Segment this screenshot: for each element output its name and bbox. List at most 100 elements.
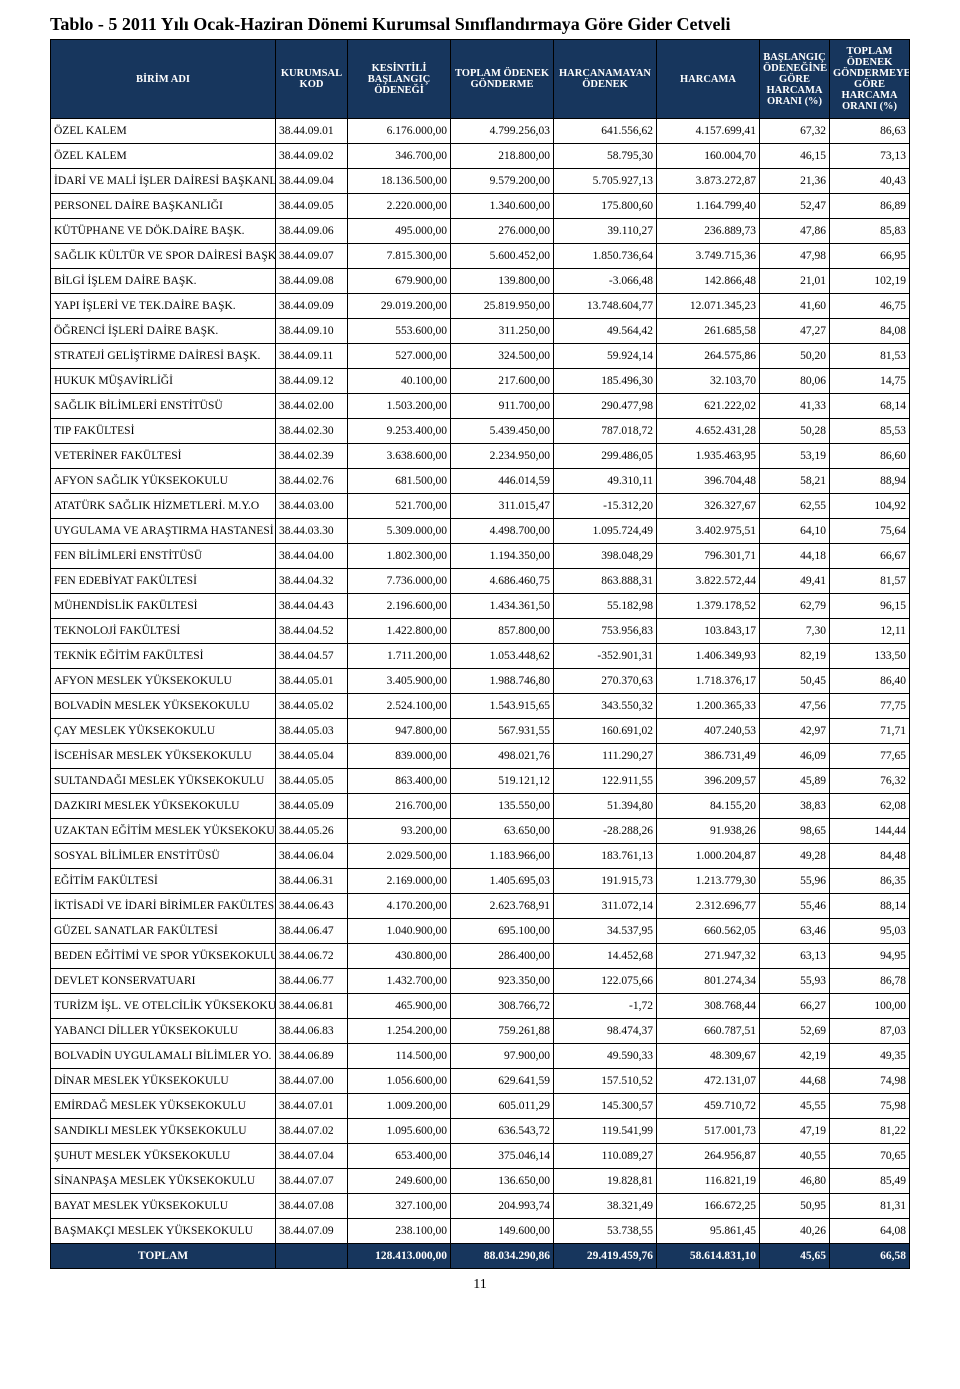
cell: 2.312.696,77 xyxy=(657,894,760,919)
cell: 695.100,00 xyxy=(451,919,554,944)
cell: 63.650,00 xyxy=(451,819,554,844)
cell: 88,94 xyxy=(830,469,910,494)
cell: 64,08 xyxy=(830,1219,910,1244)
cell: 47,98 xyxy=(760,244,830,269)
cell: 4.157.699,41 xyxy=(657,119,760,144)
cell: 50,20 xyxy=(760,344,830,369)
table-row: BAŞMAKÇI MESLEK YÜKSEKOKULU38.44.07.0923… xyxy=(51,1219,910,1244)
cell: 157.510,52 xyxy=(554,1069,657,1094)
cell: TEKNİK EĞİTİM FAKÜLTESİ xyxy=(51,644,276,669)
total-cell xyxy=(276,1244,348,1269)
cell: 49.310,11 xyxy=(554,469,657,494)
cell: PERSONEL DAİRE BAŞKANLIĞI xyxy=(51,194,276,219)
cell: 40,26 xyxy=(760,1219,830,1244)
cell: 55,96 xyxy=(760,869,830,894)
cell: 86,78 xyxy=(830,969,910,994)
cell: 38.44.07.07 xyxy=(276,1169,348,1194)
cell: 135.550,00 xyxy=(451,794,554,819)
cell: İKTİSADİ VE İDARİ BİRİMLER FAKÜLTESİ xyxy=(51,894,276,919)
cell: 38.321,49 xyxy=(554,1194,657,1219)
cell: 839.000,00 xyxy=(348,744,451,769)
table-row: ÖZEL KALEM38.44.09.02346.700,00218.800,0… xyxy=(51,144,910,169)
cell: 38.44.09.11 xyxy=(276,344,348,369)
cell: 47,27 xyxy=(760,319,830,344)
cell: 3.405.900,00 xyxy=(348,669,451,694)
table-row: UZAKTAN EĞİTİM MESLEK YÜKSEKOKULU38.44.0… xyxy=(51,819,910,844)
cell: 7,30 xyxy=(760,619,830,644)
cell: 49,28 xyxy=(760,844,830,869)
cell: 1.183.966,00 xyxy=(451,844,554,869)
cell: 42,97 xyxy=(760,719,830,744)
cell: ŞUHUT MESLEK YÜKSEKOKULU xyxy=(51,1144,276,1169)
cell: 38.44.02.39 xyxy=(276,444,348,469)
cell: 40.100,00 xyxy=(348,369,451,394)
cell: 1.254.200,00 xyxy=(348,1019,451,1044)
cell: 32.103,70 xyxy=(657,369,760,394)
cell: 12.071.345,23 xyxy=(657,294,760,319)
cell: 2.234.950,00 xyxy=(451,444,554,469)
cell: -3.066,48 xyxy=(554,269,657,294)
cell: 38.44.06.47 xyxy=(276,919,348,944)
cell: 1.009.200,00 xyxy=(348,1094,451,1119)
cell: 94,95 xyxy=(830,944,910,969)
cell: 217.600,00 xyxy=(451,369,554,394)
cell: 1.053.448,62 xyxy=(451,644,554,669)
cell: 753.956,83 xyxy=(554,619,657,644)
table-row: İSCEHİSAR MESLEK YÜKSEKOKULU38.44.05.048… xyxy=(51,744,910,769)
cell: 4.170.200,00 xyxy=(348,894,451,919)
cell: 38.44.06.83 xyxy=(276,1019,348,1044)
cell: 77,65 xyxy=(830,744,910,769)
cell: KÜTÜPHANE VE DÖK.DAİRE BAŞK. xyxy=(51,219,276,244)
cell: 641.556,62 xyxy=(554,119,657,144)
cell: 1.340.600,00 xyxy=(451,194,554,219)
cell: 343.550,32 xyxy=(554,694,657,719)
cell: 3.873.272,87 xyxy=(657,169,760,194)
cell: 1.379.178,52 xyxy=(657,594,760,619)
cell: 100,00 xyxy=(830,994,910,1019)
cell: 216.700,00 xyxy=(348,794,451,819)
cell: 38.44.09.12 xyxy=(276,369,348,394)
table-row: FEN EDEBİYAT FAKÜLTESİ38.44.04.327.736.0… xyxy=(51,569,910,594)
total-cell: 45,65 xyxy=(760,1244,830,1269)
table-row: FEN BİLİMLERİ ENSTİTÜSÜ38.44.04.001.802.… xyxy=(51,544,910,569)
cell: 49,35 xyxy=(830,1044,910,1069)
cell: 9.253.400,00 xyxy=(348,419,451,444)
cell: 34.537,95 xyxy=(554,919,657,944)
cell: 407.240,53 xyxy=(657,719,760,744)
cell: 5.600.452,00 xyxy=(451,244,554,269)
table-row: SOSYAL BİLİMLER ENSTİTÜSÜ38.44.06.042.02… xyxy=(51,844,910,869)
table-row: EĞİTİM FAKÜLTESİ38.44.06.312.169.000,001… xyxy=(51,869,910,894)
cell: ÇAY MESLEK YÜKSEKOKULU xyxy=(51,719,276,744)
cell: 270.370,63 xyxy=(554,669,657,694)
cell: 276.000,00 xyxy=(451,219,554,244)
cell: 102,19 xyxy=(830,269,910,294)
table-row: AFYON MESLEK YÜKSEKOKULU38.44.05.013.405… xyxy=(51,669,910,694)
col-baslangic-oran: BAŞLANGIÇ ÖDENEĞİNE GÖRE HARCAMA ORANI (… xyxy=(760,40,830,119)
cell: 104,92 xyxy=(830,494,910,519)
table-row: ATATÜRK SAĞLIK HİZMETLERİ. M.Y.O38.44.03… xyxy=(51,494,910,519)
cell: 38.44.05.05 xyxy=(276,769,348,794)
cell: EMİRDAĞ MESLEK YÜKSEKOKULU xyxy=(51,1094,276,1119)
cell: 2.623.768,91 xyxy=(451,894,554,919)
cell: 48.309,67 xyxy=(657,1044,760,1069)
cell: 86,35 xyxy=(830,869,910,894)
table-row: TEKNİK EĞİTİM FAKÜLTESİ38.44.04.571.711.… xyxy=(51,644,910,669)
cell: 1.095.600,00 xyxy=(348,1119,451,1144)
cell: 863.400,00 xyxy=(348,769,451,794)
cell: 62,79 xyxy=(760,594,830,619)
cell: 38.44.09.07 xyxy=(276,244,348,269)
cell: 38.44.05.04 xyxy=(276,744,348,769)
cell: 59.924,14 xyxy=(554,344,657,369)
cell: 122.075,66 xyxy=(554,969,657,994)
cell: 38.44.06.89 xyxy=(276,1044,348,1069)
col-harcanamayan: HARCANAMAYAN ÖDENEK xyxy=(554,40,657,119)
cell: 84,48 xyxy=(830,844,910,869)
cell: 55,93 xyxy=(760,969,830,994)
cell: 2.196.600,00 xyxy=(348,594,451,619)
cell: 38.44.09.10 xyxy=(276,319,348,344)
cell: 38.44.09.01 xyxy=(276,119,348,144)
cell: 136.650,00 xyxy=(451,1169,554,1194)
cell: 311.072,14 xyxy=(554,894,657,919)
cell: 459.710,72 xyxy=(657,1094,760,1119)
table-row: BOLVADİN MESLEK YÜKSEKOKULU38.44.05.022.… xyxy=(51,694,910,719)
